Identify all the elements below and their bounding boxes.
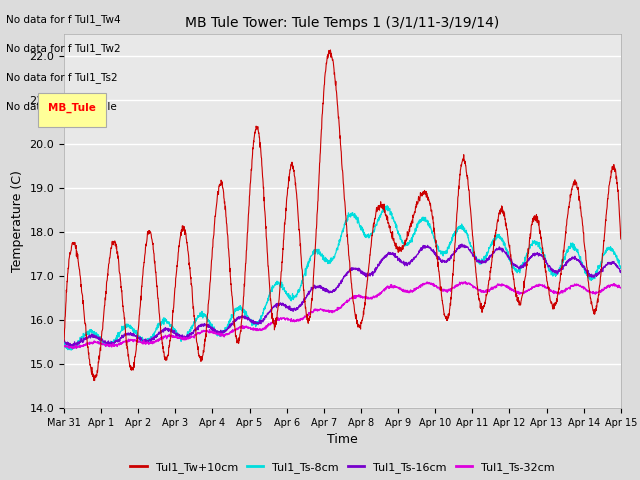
Title: MB Tule Tower: Tule Temps 1 (3/1/11-3/19/14): MB Tule Tower: Tule Temps 1 (3/1/11-3/19… <box>185 16 500 30</box>
Text: No data for f Tul1_Ts2: No data for f Tul1_Ts2 <box>6 72 118 83</box>
X-axis label: Time: Time <box>327 433 358 446</box>
Text: No data for f MB_Tule: No data for f MB_Tule <box>6 101 117 112</box>
Legend: Tul1_Tw+10cm, Tul1_Ts-8cm, Tul1_Ts-16cm, Tul1_Ts-32cm: Tul1_Tw+10cm, Tul1_Ts-8cm, Tul1_Ts-16cm,… <box>125 457 559 477</box>
Text: No data for f Tul1_Tw2: No data for f Tul1_Tw2 <box>6 43 121 54</box>
Text: MB_Tule: MB_Tule <box>48 103 96 113</box>
Text: No data for f Tul1_Tw4: No data for f Tul1_Tw4 <box>6 14 121 25</box>
Y-axis label: Temperature (C): Temperature (C) <box>11 170 24 272</box>
